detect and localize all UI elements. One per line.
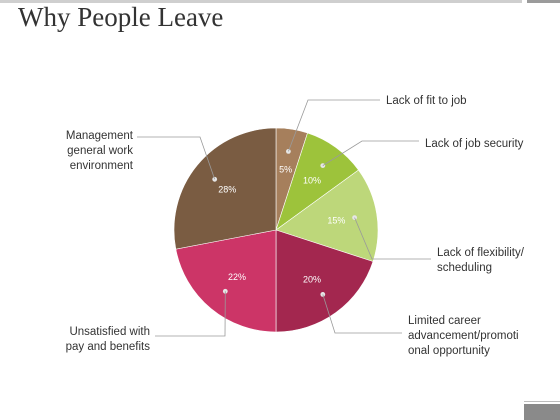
callout-leader-line (288, 99, 380, 152)
callout-label-management-general-work-environment: Management general work environment (66, 130, 134, 172)
callout-label-lack-of-fit-to-job: Lack of fit to job (386, 95, 467, 107)
bottom-border-tab (524, 404, 560, 420)
slice-value-label: 10% (303, 176, 321, 186)
top-border-line (0, 0, 522, 3)
top-border-tab (527, 0, 560, 3)
callout-leader-line (137, 136, 216, 180)
callout-label-lack-of-flexibility-scheduling: Lack of flexibility/scheduling (437, 247, 525, 274)
pie-slice-management-general-work-environment (173, 127, 277, 250)
slice-value-label: 5% (279, 165, 292, 175)
callout-leader-line (322, 140, 419, 166)
pie-slice-limited-career-advancement-promotional-opportunity (275, 229, 374, 333)
bottom-border-line (524, 401, 560, 402)
callout-label-limited-career-advancement-promotional-opportunity: Limited career advancement/promoti onal op… (408, 315, 519, 357)
slice-value-labels: 5% 10% 15% 20% 22% 28% (218, 165, 345, 285)
callout-label-unsatisfied-with-pay-and-benefits: Unsatisfied with pay and benefits (66, 326, 151, 353)
slice-callouts: Lack of fit to job Lack of job security La… (66, 95, 525, 357)
slice-value-label: 15% (327, 215, 345, 225)
callout-leader-line (322, 294, 402, 334)
callout-dot (212, 176, 218, 182)
slide-title: Why People Leave (18, 2, 224, 32)
pie-slice-lack-of-flexibility-scheduling (275, 169, 379, 262)
slice-value-label: 20% (303, 275, 321, 285)
slice-value-label: 22% (228, 272, 246, 282)
callout-leader-line (354, 217, 431, 260)
pie-slices (173, 127, 379, 333)
pie-slice-unsatisfied-with-pay-and-benefits (175, 229, 277, 333)
slice-value-label: 28% (218, 185, 236, 195)
callout-dot (222, 288, 228, 294)
callout-leader-line (155, 291, 226, 337)
callout-label-lack-of-job-security: Lack of job security (425, 138, 524, 150)
